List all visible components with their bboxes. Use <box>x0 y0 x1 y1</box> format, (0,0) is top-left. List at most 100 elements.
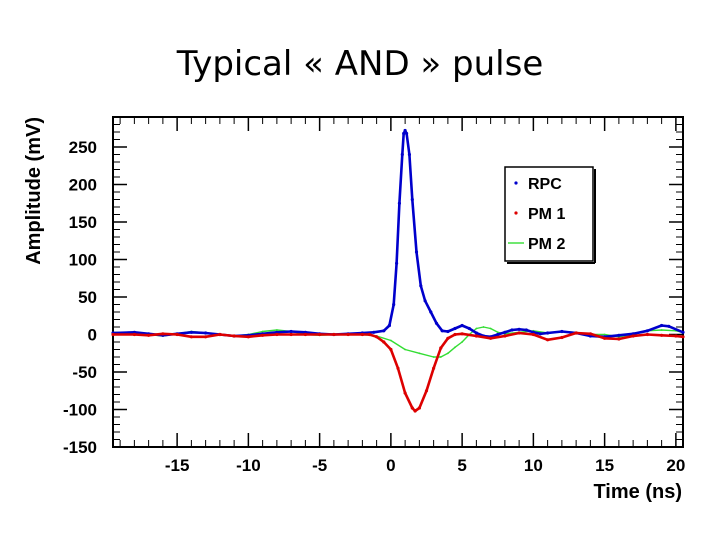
data-point-pm-2 <box>482 326 485 328</box>
data-point-pm-1 <box>161 332 165 336</box>
y-tick-label: 200 <box>69 176 97 195</box>
data-point-rpc <box>400 152 404 157</box>
data-point-pm-2 <box>390 339 392 342</box>
data-point-pm-1 <box>289 332 293 337</box>
legend-label-pm-2: PM 2 <box>528 236 565 253</box>
data-point-pm-2 <box>475 327 478 330</box>
x-axis-title: Time (ns) <box>593 481 682 503</box>
data-point-rpc <box>517 327 521 331</box>
data-point-rpc <box>681 330 685 334</box>
data-point-rpc <box>474 331 478 335</box>
data-point-rpc <box>460 323 464 328</box>
data-point-pm-1 <box>588 332 593 336</box>
data-point-pm-1 <box>375 335 379 339</box>
data-point-pm-1 <box>432 366 436 370</box>
data-point-rpc <box>503 330 507 334</box>
y-tick-label: -100 <box>63 401 97 420</box>
y-axis-title: Amplitude (mV) <box>23 117 45 265</box>
data-point-pm-1 <box>439 346 443 350</box>
data-point-pm-2 <box>454 346 456 349</box>
data-point-pm-1 <box>410 406 414 410</box>
x-tick-label: -5 <box>312 456 327 475</box>
data-point-rpc <box>303 330 307 334</box>
data-point-pm-1 <box>489 336 493 340</box>
data-point-rpc <box>407 152 411 157</box>
data-point-pm-1 <box>546 338 550 342</box>
data-point-pm-2 <box>461 341 463 343</box>
data-point-pm-1 <box>360 332 364 337</box>
data-point-rpc <box>275 330 279 334</box>
x-tick-label: 0 <box>386 456 395 475</box>
data-point-rpc <box>132 330 136 334</box>
data-point-pm-2 <box>489 327 492 330</box>
data-point-pm-1 <box>246 335 250 339</box>
data-point-rpc <box>667 324 671 328</box>
data-point-rpc <box>453 326 457 331</box>
y-tick-label: 100 <box>69 251 97 270</box>
data-point-pm-2 <box>439 356 442 358</box>
y-tick-label: 250 <box>69 138 97 157</box>
data-point-pm-2 <box>418 352 421 355</box>
data-point-rpc <box>402 131 406 136</box>
data-point-pm-1 <box>332 332 336 337</box>
data-point-rpc <box>440 329 444 333</box>
data-point-pm-2 <box>603 333 606 336</box>
data-point-rpc <box>446 329 450 334</box>
data-point-pm-1 <box>424 389 429 393</box>
data-point-pm-1 <box>417 406 421 410</box>
data-point-pm-1 <box>574 331 578 335</box>
data-point-pm-1 <box>453 332 457 337</box>
data-point-rpc <box>631 332 635 336</box>
data-point-rpc <box>617 333 621 337</box>
data-point-rpc <box>289 329 293 334</box>
x-tick-label: 20 <box>666 456 685 475</box>
data-point-rpc <box>531 330 536 334</box>
data-point-pm-1 <box>603 336 607 340</box>
series-line-rpc <box>112 129 684 339</box>
data-point-pm-1 <box>517 331 521 335</box>
data-point-pm-1 <box>389 347 393 352</box>
data-point-rpc <box>414 250 419 254</box>
data-point-pm-1 <box>367 332 372 337</box>
data-point-rpc <box>372 330 376 334</box>
data-point-rpc <box>560 329 564 334</box>
data-point-rpc <box>510 328 514 332</box>
data-point-pm-1 <box>232 334 236 338</box>
y-tick-label: 50 <box>78 288 97 307</box>
data-point-rpc <box>392 302 396 307</box>
data-point-pm-1 <box>413 409 417 413</box>
data-point-rpc <box>496 332 500 337</box>
data-point-rpc <box>538 332 543 336</box>
data-point-rpc <box>434 321 439 325</box>
x-tick-label: 15 <box>595 456 614 475</box>
legend-marker-rpc <box>514 181 518 185</box>
data-point-pm-1 <box>681 335 685 339</box>
data-point-pm-1 <box>460 332 464 336</box>
data-point-pm-1 <box>674 334 678 338</box>
legend-box <box>504 166 594 262</box>
data-point-pm-1 <box>318 332 322 337</box>
x-tick-label: -15 <box>165 456 190 475</box>
data-point-pm-1 <box>396 366 400 370</box>
data-point-pm-1 <box>382 340 386 344</box>
y-tick-label: 150 <box>69 213 97 232</box>
data-point-rpc <box>467 326 471 331</box>
tick-labels: -15 -10 -5 0 5 10 15 20-150-100-500501001502002… <box>63 138 685 475</box>
data-point-pm-2 <box>496 331 499 334</box>
data-point-pm-1 <box>175 332 179 337</box>
data-point-pm-1 <box>503 334 507 338</box>
data-point-pm-1 <box>560 335 564 340</box>
data-point-pm-1 <box>531 332 536 337</box>
data-point-pm-1 <box>446 336 450 340</box>
data-point-pm-1 <box>631 334 635 338</box>
data-point-rpc <box>524 328 528 332</box>
data-point-pm-1 <box>645 332 650 337</box>
data-point-rpc <box>405 131 409 136</box>
data-point-rpc <box>423 299 427 303</box>
data-point-rpc <box>403 128 407 133</box>
data-point-pm-2 <box>447 352 449 355</box>
data-point-pm-2 <box>432 356 435 358</box>
data-point-rpc <box>410 197 414 202</box>
data-point-rpc <box>189 330 193 334</box>
data-point-pm-1 <box>111 332 115 337</box>
